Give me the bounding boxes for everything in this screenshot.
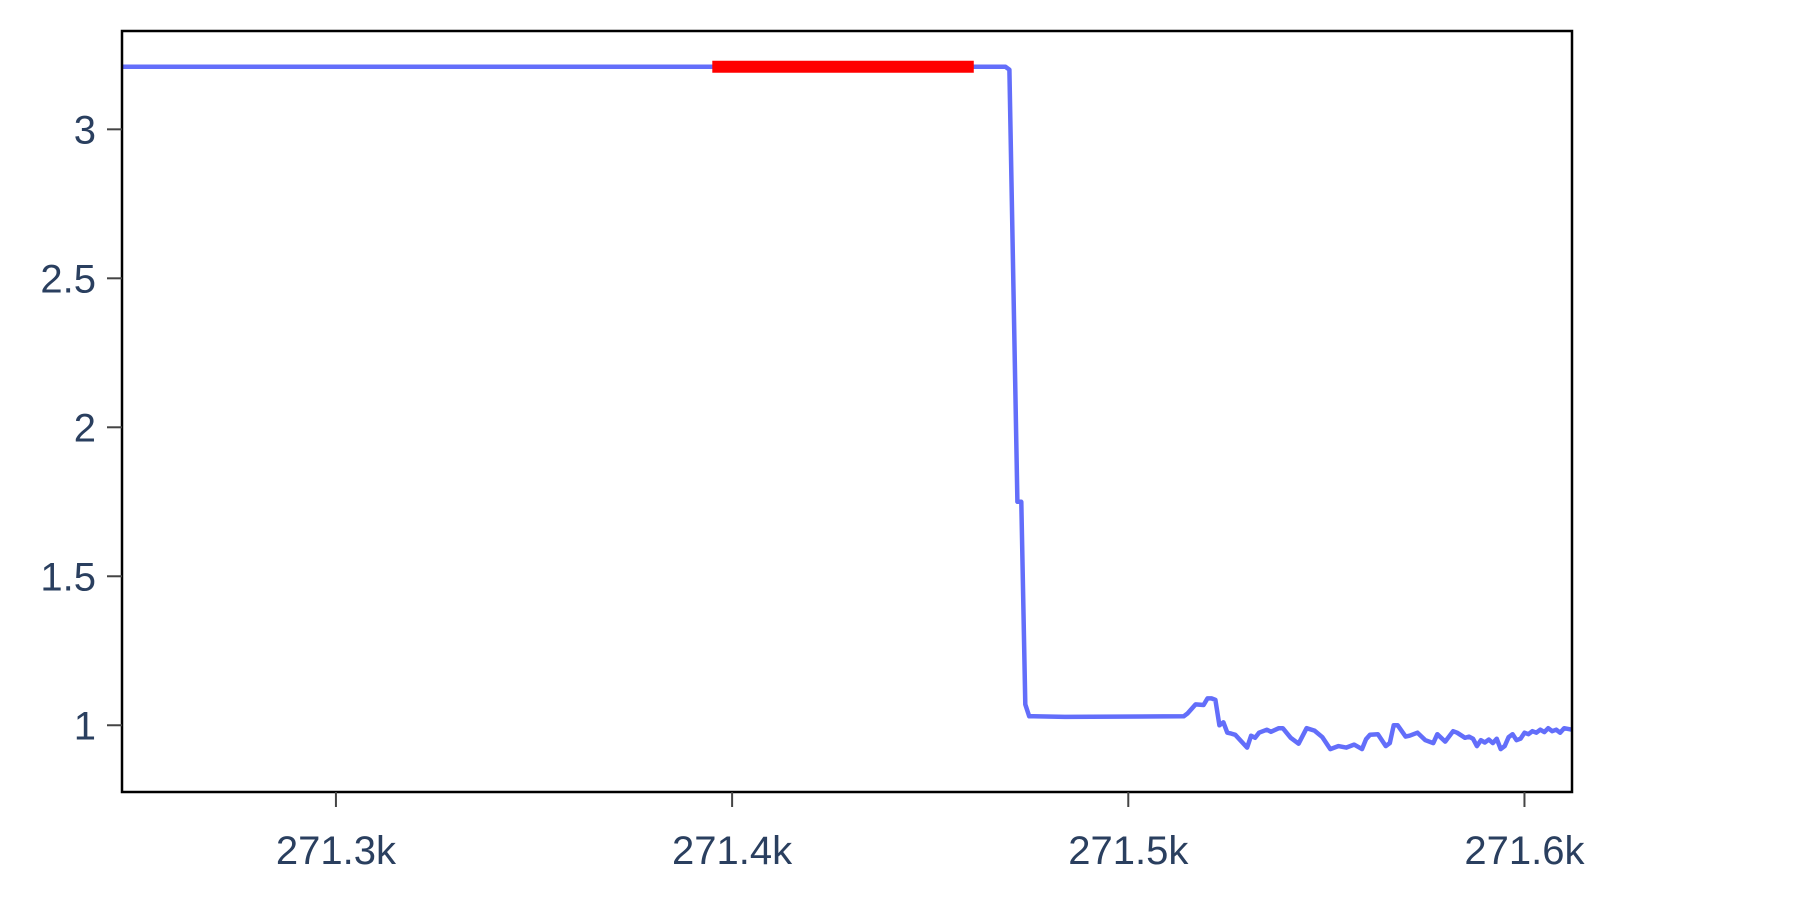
x-tick-label: 271.5k <box>1068 829 1189 873</box>
y-tick-label: 2.5 <box>40 257 96 301</box>
y-tick-label: 3 <box>74 108 96 152</box>
series-layer <box>122 60 1573 752</box>
x-tick-label: 271.4k <box>672 829 793 873</box>
x-tick-label: 271.3k <box>276 829 397 873</box>
plot-frame <box>120 29 1574 794</box>
series-line <box>122 64 1573 752</box>
x-tick-label: 271.6k <box>1464 829 1585 873</box>
plot-area <box>122 31 1572 792</box>
y-tick-label: 1 <box>74 704 96 748</box>
y-tick-label: 1.5 <box>40 555 96 599</box>
y-tick-label: 2 <box>74 406 96 450</box>
x-axis: 271.3k 271.4k 271.5k 271.6k <box>276 792 1586 873</box>
y-axis: 1 1.5 2 2.5 3 <box>40 108 122 748</box>
